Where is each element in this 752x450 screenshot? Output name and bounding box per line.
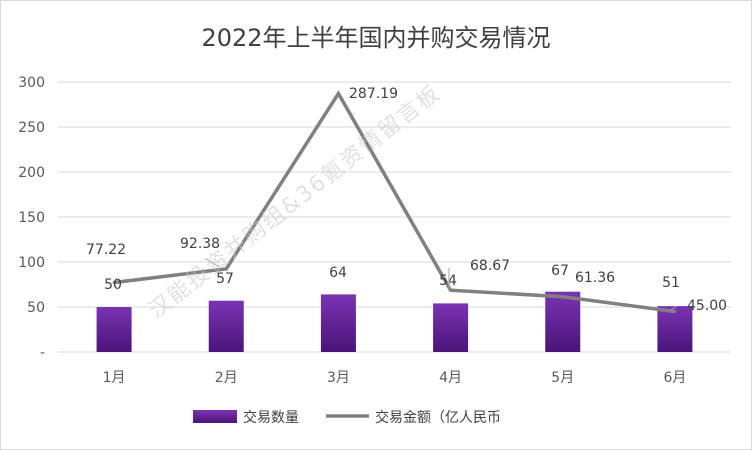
line-path xyxy=(113,90,676,314)
label-leader-line xyxy=(670,305,678,311)
data-labels: 50 57 64 54 67 51 77.22 92.38 287.19 68.67 61.36 45… xyxy=(86,86,727,314)
line-data-label: 287.19 xyxy=(349,86,398,102)
bar-data-label: 64 xyxy=(329,265,347,281)
x-tick-label: 3月 xyxy=(327,370,350,386)
line-point xyxy=(673,310,677,313)
line-point xyxy=(561,295,565,299)
line-series xyxy=(112,90,677,314)
chart-title: 2022年上半年国内并购交易情况 xyxy=(201,24,550,52)
bar-data-label: 67 xyxy=(551,263,569,279)
gridlines xyxy=(58,81,731,353)
line-point xyxy=(224,267,228,271)
bar-data-label: 50 xyxy=(104,277,122,293)
y-tick-label: 200 xyxy=(18,165,45,181)
x-tick-label: 6月 xyxy=(663,370,686,386)
bar xyxy=(433,303,469,352)
y-tick-label: - xyxy=(40,345,45,361)
label-leader-line xyxy=(205,258,220,268)
line-data-label: 68.67 xyxy=(470,258,510,274)
bar xyxy=(320,294,356,352)
line-data-label: 77.22 xyxy=(86,242,126,258)
y-tick-label: 100 xyxy=(18,255,45,271)
bar xyxy=(208,300,244,352)
line-point xyxy=(112,281,116,285)
y-tick-label: 50 xyxy=(27,300,45,316)
x-axis: 1月 2月 3月 4月 5月 6月 xyxy=(103,370,687,386)
line-data-label: 92.38 xyxy=(180,236,220,252)
x-tick-label: 2月 xyxy=(215,370,238,386)
legend-swatch-bars xyxy=(193,410,237,423)
x-tick-label: 4月 xyxy=(439,370,462,386)
line-data-label: 61.36 xyxy=(575,270,615,286)
bar-data-label: 51 xyxy=(662,275,680,291)
legend-label-line: 交易金额（亿人民币 xyxy=(375,409,501,426)
legend: 交易数量 交易金额（亿人民币 xyxy=(193,409,501,426)
x-tick-label: 1月 xyxy=(103,370,126,386)
bar xyxy=(96,307,132,352)
bar-data-label: 54 xyxy=(439,273,457,289)
legend-label-bars: 交易数量 xyxy=(243,409,299,426)
bar-data-label: 57 xyxy=(216,271,234,287)
y-tick-label: 250 xyxy=(18,120,45,136)
y-tick-label: 300 xyxy=(18,75,45,91)
line-point xyxy=(336,92,340,96)
y-tick-label: 150 xyxy=(18,210,45,226)
line-data-label: 45.00 xyxy=(687,298,727,314)
bar xyxy=(657,306,693,352)
x-tick-label: 5月 xyxy=(551,370,574,386)
line-point xyxy=(449,288,453,292)
bar-series xyxy=(96,291,693,352)
y-axis: - 50 100 150 200 250 300 xyxy=(18,75,45,361)
bar xyxy=(545,291,581,352)
